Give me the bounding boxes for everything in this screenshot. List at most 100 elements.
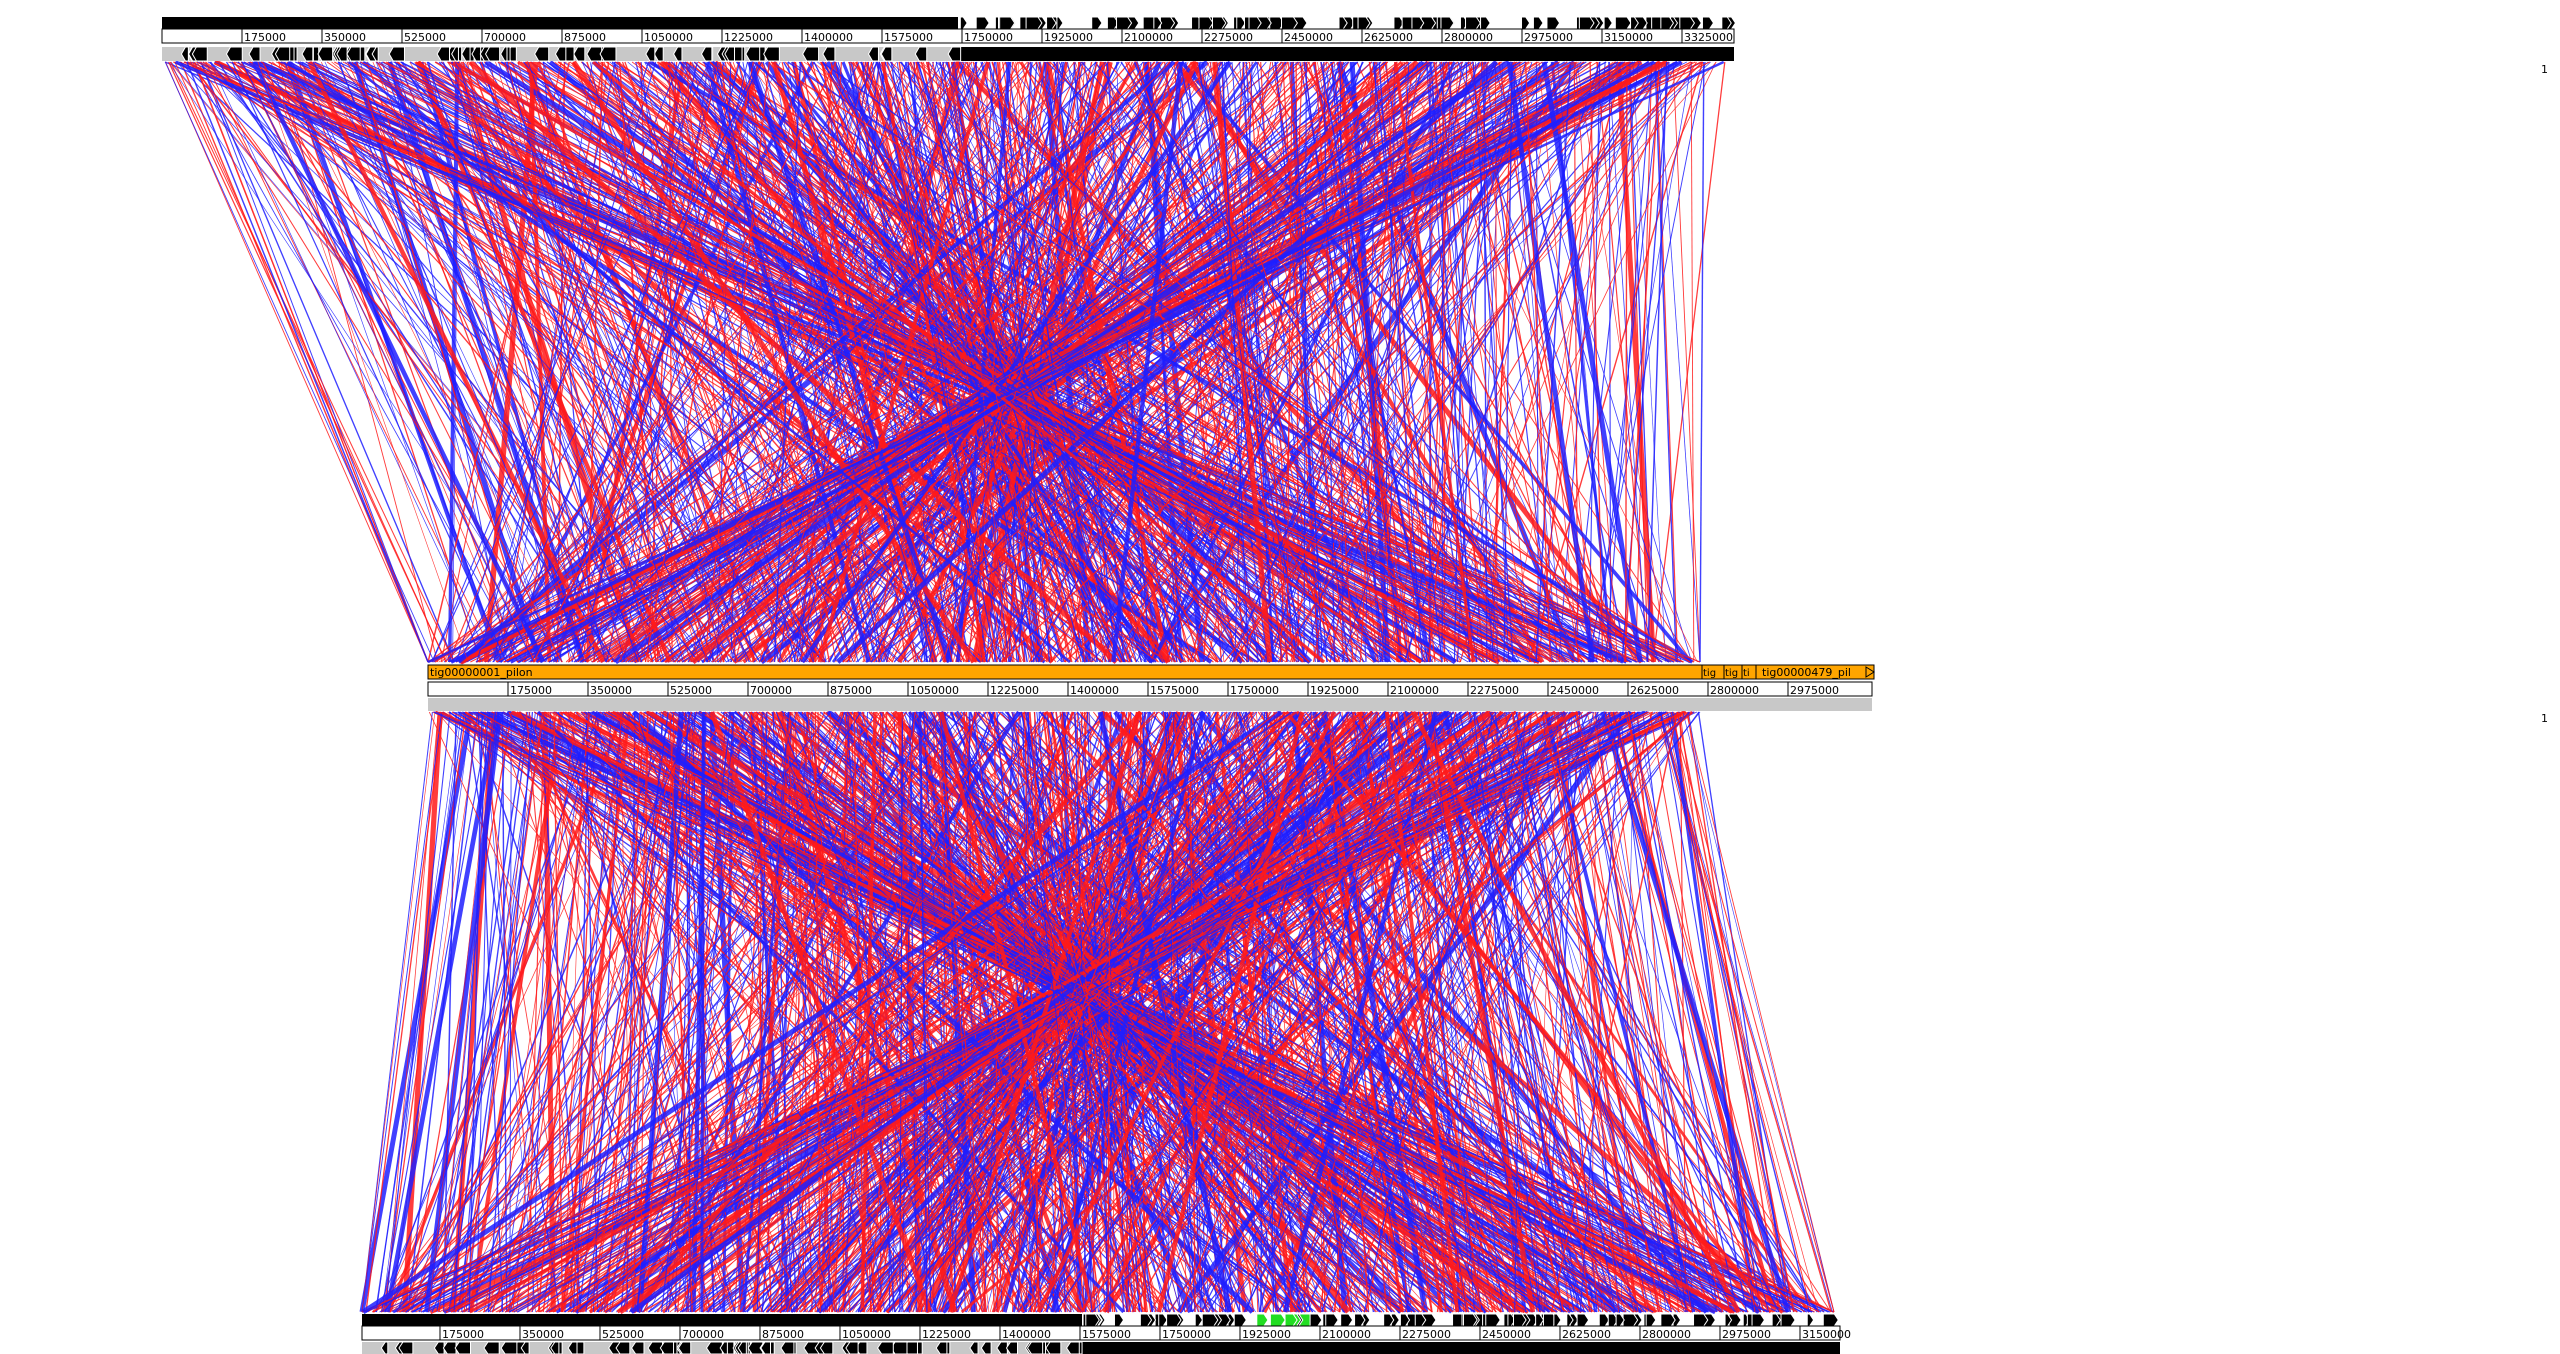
- reverse-match-line[interactable]: [1468, 711, 1575, 1313]
- gene-feature-arrow-icon[interactable]: [1630, 16, 1639, 30]
- reverse-match-line[interactable]: [1182, 61, 1531, 663]
- reverse-match-line[interactable]: [1579, 711, 1621, 1313]
- forward-match-line[interactable]: [1433, 61, 1531, 663]
- reverse-match-line[interactable]: [1514, 711, 1525, 1313]
- reverse-match-line[interactable]: [564, 711, 1438, 1313]
- gene-feature-arrow-icon[interactable]: [645, 46, 656, 62]
- gene-feature-arrow-icon[interactable]: [1724, 1313, 1733, 1327]
- reverse-match-line[interactable]: [720, 711, 1546, 1313]
- forward-match-line[interactable]: [664, 60, 1403, 664]
- gene-feature-arrow-icon[interactable]: [959, 16, 968, 30]
- reverse-match-line[interactable]: [337, 61, 586, 663]
- gene-feature-arrow-icon[interactable]: [803, 1341, 820, 1354]
- forward-match-line[interactable]: [644, 61, 754, 663]
- forward-match-line[interactable]: [1049, 61, 1586, 663]
- forward-match-line[interactable]: [365, 711, 444, 1313]
- reverse-match-line[interactable]: [1174, 61, 1227, 663]
- gene-feature-arrow-icon[interactable]: [1603, 16, 1613, 30]
- forward-match-line[interactable]: [1685, 711, 1835, 1313]
- gene-feature-arrow-icon[interactable]: [471, 46, 482, 62]
- forward-match-line[interactable]: [860, 711, 877, 1313]
- reverse-match-line[interactable]: [361, 709, 1283, 1315]
- reverse-match-line[interactable]: [1509, 61, 1558, 663]
- gene-feature-arrow-icon[interactable]: [747, 1341, 764, 1354]
- reverse-match-line[interactable]: [771, 711, 905, 1313]
- gene-feature-arrow-icon[interactable]: [1091, 16, 1103, 30]
- forward-match-line[interactable]: [383, 61, 1496, 663]
- reverse-match-line[interactable]: [881, 61, 1144, 663]
- reverse-match-line[interactable]: [1076, 711, 1647, 1313]
- gene-feature-arrow-icon[interactable]: [615, 1341, 631, 1354]
- forward-match-line[interactable]: [703, 61, 770, 663]
- gene-feature-arrow-icon[interactable]: [371, 46, 379, 62]
- forward-match-line[interactable]: [783, 711, 836, 1313]
- reverse-match-line[interactable]: [715, 61, 859, 663]
- reverse-match-line[interactable]: [825, 711, 1156, 1313]
- reverse-match-line[interactable]: [427, 60, 1725, 664]
- forward-match-line[interactable]: [451, 711, 1649, 1313]
- reverse-match-line[interactable]: [756, 711, 768, 1313]
- forward-match-line[interactable]: [165, 61, 429, 663]
- reverse-match-line[interactable]: [483, 711, 1110, 1313]
- forward-match-line[interactable]: [1020, 61, 1201, 663]
- forward-match-line[interactable]: [618, 61, 960, 663]
- forward-match-line[interactable]: [631, 710, 1143, 1314]
- gene-feature-arrow-icon[interactable]: [1113, 1313, 1125, 1327]
- forward-match-line[interactable]: [1361, 711, 1643, 1313]
- forward-match-line[interactable]: [1171, 711, 1255, 1313]
- bottom-genome-track[interactable]: 175000 350000 525000 700000 875000 1050000 122…: [361, 1313, 1851, 1354]
- forward-match-line[interactable]: [820, 61, 954, 663]
- reverse-match-line[interactable]: [605, 61, 748, 663]
- gene-feature-arrow-icon[interactable]: [454, 1341, 472, 1354]
- forward-match-line[interactable]: [512, 61, 662, 663]
- forward-match-line[interactable]: [572, 711, 1324, 1313]
- reverse-match-line[interactable]: [904, 711, 1385, 1313]
- forward-match-line[interactable]: [1196, 61, 1336, 663]
- reverse-match-line[interactable]: [1596, 711, 1706, 1313]
- reverse-match-line[interactable]: [200, 61, 455, 663]
- forward-match-line[interactable]: [1652, 61, 1726, 663]
- reverse-match-line[interactable]: [1224, 711, 1701, 1313]
- forward-match-line[interactable]: [1234, 61, 1572, 663]
- forward-match-line[interactable]: [1336, 61, 1697, 663]
- forward-match-line[interactable]: [1284, 710, 1773, 1314]
- reverse-match-line[interactable]: [1243, 711, 1545, 1313]
- reverse-match-line[interactable]: [791, 61, 998, 663]
- gene-feature-arrow-icon[interactable]: [1026, 1341, 1044, 1354]
- reverse-match-line[interactable]: [1600, 711, 1791, 1313]
- reverse-match-line[interactable]: [1046, 61, 1644, 663]
- forward-match-line[interactable]: [525, 711, 580, 1313]
- forward-match-line[interactable]: [361, 711, 436, 1313]
- forward-match-line[interactable]: [1209, 61, 1296, 663]
- reverse-match-line[interactable]: [1184, 61, 1269, 663]
- gene-feature-arrow-icon[interactable]: [484, 46, 501, 62]
- reverse-match-line[interactable]: [1535, 61, 1572, 663]
- reverse-match-line[interactable]: [1320, 61, 1429, 663]
- reverse-match-line[interactable]: [630, 710, 1451, 1314]
- gene-feature-arrow-icon[interactable]: [1281, 16, 1298, 30]
- gene-feature-arrow-icon[interactable]: [980, 1341, 992, 1354]
- forward-match-line[interactable]: [568, 711, 1692, 1313]
- gene-feature-arrow-icon[interactable]: [1440, 16, 1455, 30]
- forward-match-line[interactable]: [1384, 711, 1460, 1313]
- reverse-match-line[interactable]: [748, 61, 952, 663]
- reverse-match-line[interactable]: [170, 61, 681, 663]
- reverse-match-line[interactable]: [454, 61, 784, 663]
- reverse-match-line[interactable]: [384, 711, 500, 1313]
- reverse-match-line[interactable]: [913, 61, 1657, 663]
- forward-match-line[interactable]: [1359, 711, 1496, 1313]
- gene-feature-arrow-icon[interactable]: [935, 1341, 948, 1354]
- forward-match-line[interactable]: [601, 711, 968, 1313]
- reverse-match-line[interactable]: [1192, 711, 1279, 1313]
- gene-feature-arrow-icon[interactable]: [500, 1341, 518, 1354]
- reverse-match-line[interactable]: [1571, 61, 1640, 663]
- forward-match-line[interactable]: [450, 61, 647, 663]
- forward-match-line[interactable]: [385, 711, 439, 1313]
- reverse-match-line[interactable]: [1642, 711, 1718, 1313]
- reverse-match-line[interactable]: [1009, 61, 1183, 663]
- reverse-match-line[interactable]: [176, 61, 713, 663]
- gene-feature-arrow-icon[interactable]: [180, 46, 189, 62]
- gene-feature-arrow-icon[interactable]: [534, 46, 550, 62]
- forward-match-line[interactable]: [674, 61, 1155, 663]
- forward-match-line[interactable]: [590, 711, 685, 1313]
